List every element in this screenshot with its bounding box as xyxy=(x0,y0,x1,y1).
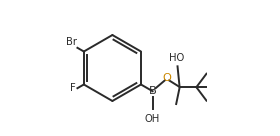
Text: HO: HO xyxy=(169,53,184,63)
Text: B: B xyxy=(149,86,157,96)
Text: Br: Br xyxy=(66,37,77,47)
Text: OH: OH xyxy=(145,114,160,124)
Text: O: O xyxy=(162,73,171,83)
Text: F: F xyxy=(70,83,76,93)
